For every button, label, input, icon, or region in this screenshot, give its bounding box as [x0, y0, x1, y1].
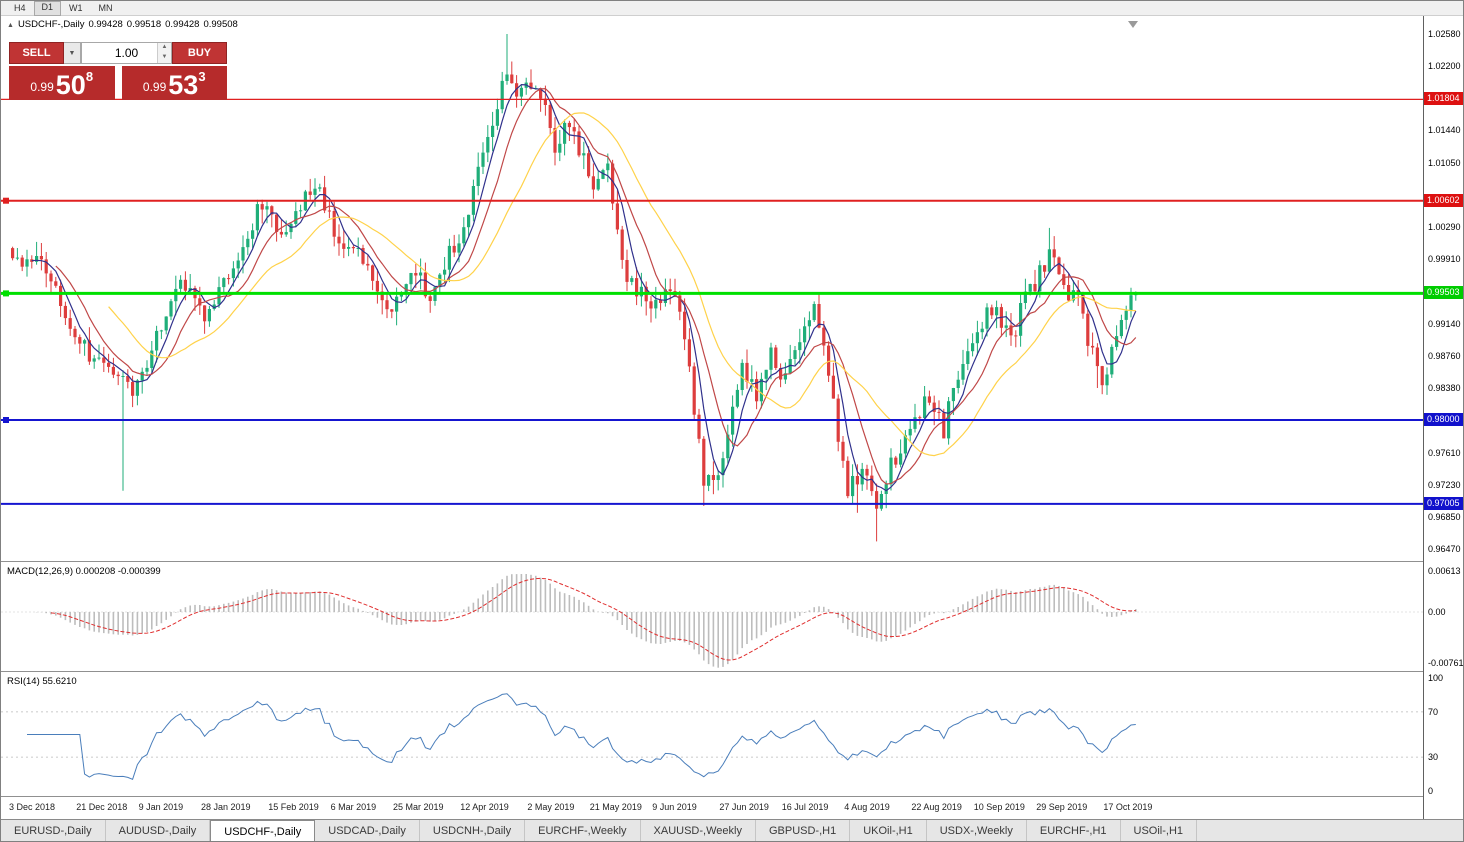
- ohlc-low: 0.99428: [165, 19, 200, 30]
- tab-usoil-h1[interactable]: USOil-,H1: [1121, 820, 1198, 841]
- rsi-tick: 100: [1428, 673, 1444, 683]
- tab-usdcnh-daily[interactable]: USDCNH-,Daily: [420, 820, 526, 841]
- date-tick: 3 Dec 2018: [9, 802, 56, 812]
- sell-price-display[interactable]: 0.99 50 8: [9, 66, 115, 100]
- date-tick: 28 Jan 2019: [201, 802, 251, 812]
- tab-audusd-daily[interactable]: AUDUSD-,Daily: [106, 820, 211, 841]
- sell-price-pip: 8: [85, 69, 94, 84]
- date-tick: 16 Jul 2019: [781, 802, 829, 812]
- macd-label: MACD(12,26,9) 0.000208 -0.000399: [7, 566, 161, 577]
- macd-indicator-panel[interactable]: [1, 563, 1423, 671]
- sell-price-big: 50: [55, 70, 86, 100]
- panel-separator[interactable]: [1, 671, 1463, 672]
- chart-area: ▲ USDCHF-,Daily 0.99428 0.99518 0.99428 0.995…: [1, 16, 1464, 819]
- date-tick: 21 May 2019: [589, 802, 642, 812]
- price-tick: 0.97230: [1428, 479, 1461, 490]
- tab-usdchf-daily[interactable]: USDCHF-,Daily: [210, 820, 316, 841]
- price-tick: 1.01050: [1428, 157, 1461, 168]
- buy-price-big: 53: [168, 70, 199, 100]
- price-tick: 0.99140: [1428, 318, 1461, 329]
- tab-xauusd-weekly[interactable]: XAUUSD-,Weekly: [641, 820, 756, 841]
- price-tick: 1.02580: [1428, 29, 1461, 39]
- price-chart[interactable]: [1, 16, 1423, 561]
- chart-symbol-label: USDCHF-,Daily: [17, 19, 85, 30]
- volume-value: 1.00: [114, 46, 139, 60]
- volume-spinner: ▲ ▼: [157, 43, 171, 63]
- price-tick: 1.02200: [1428, 61, 1461, 72]
- timeframe-button-h4[interactable]: H4: [14, 2, 26, 13]
- price-line-label: 0.97005: [1424, 496, 1463, 510]
- rsi-tick: 70: [1428, 706, 1439, 717]
- macd-tick: 0.00: [1428, 607, 1446, 618]
- date-tick: 27 Jun 2019: [719, 802, 769, 812]
- timeframe-button-w1[interactable]: W1: [69, 2, 83, 13]
- date-tick: 6 Mar 2019: [330, 802, 377, 812]
- date-tick: 4 Aug 2019: [844, 802, 890, 812]
- price-tick: 0.98380: [1428, 383, 1461, 393]
- timeframe-button-d1[interactable]: D1: [33, 1, 62, 16]
- date-tick: 12 Apr 2019: [460, 802, 509, 812]
- tab-eurchf-weekly[interactable]: EURCHF-,Weekly: [525, 820, 641, 841]
- buy-price-display[interactable]: 0.99 53 3: [121, 66, 227, 100]
- price-tick: 1.01440: [1428, 125, 1461, 136]
- date-tick: 21 Dec 2018: [76, 802, 128, 812]
- time-axis[interactable]: 3 Dec 2018 21 Dec 2018 9 Jan 2019 28 Jan 20…: [1, 798, 1423, 819]
- chart-tabs-bar: EURUSD-,Daily AUDUSD-,Daily USDCHF-,Daily U…: [1, 819, 1463, 841]
- date-tick: 10 Sep 2019: [973, 802, 1025, 812]
- buy-price-pip: 3: [198, 69, 206, 84]
- price-line-label: 0.99503: [1424, 286, 1463, 300]
- rsi-label: RSI(14) 55.6210: [7, 676, 77, 687]
- date-tick: 29 Sep 2019: [1036, 802, 1088, 812]
- price-tick: 0.96470: [1428, 544, 1461, 554]
- price-axis[interactable]: 1.02580 1.02200 1.01440 1.01050 1.00290 0.999…: [1423, 16, 1464, 819]
- timeframe-button-mn[interactable]: MN: [98, 2, 113, 13]
- rsi-indicator-panel[interactable]: [1, 673, 1423, 796]
- buy-button[interactable]: BUY: [172, 42, 227, 64]
- tab-gbpusd-h1[interactable]: GBPUSD-,H1: [756, 820, 851, 841]
- volume-input[interactable]: 1.00 ▲ ▼: [81, 42, 172, 64]
- buy-price-prefix: 0.99: [142, 80, 167, 94]
- ohlc-open: 0.99428: [88, 19, 123, 30]
- price-line-label: 1.01804: [1424, 92, 1463, 106]
- date-tick: 25 Mar 2019: [393, 802, 444, 812]
- date-tick: 15 Feb 2019: [268, 802, 319, 812]
- price-tick: 0.98760: [1428, 350, 1461, 361]
- chart-shift-marker: [1128, 21, 1138, 28]
- spin-down-icon[interactable]: ▼: [158, 53, 171, 63]
- price-tick: 0.97610: [1428, 447, 1461, 458]
- price-tick: 0.99910: [1428, 254, 1461, 265]
- sell-button[interactable]: SELL: [9, 42, 64, 64]
- timeframe-toolbar: H4 D1 W1 MN: [1, 1, 1463, 16]
- date-tick: 9 Jan 2019: [138, 802, 184, 812]
- panel-separator[interactable]: [1, 796, 1463, 797]
- ohlc-high: 0.99518: [126, 19, 162, 30]
- tab-eurchf-h1[interactable]: EURCHF-,H1: [1027, 820, 1121, 841]
- date-tick: 22 Aug 2019: [911, 802, 962, 812]
- chart-header: ▲ USDCHF-,Daily 0.99428 0.99518 0.99428 0.995…: [7, 19, 242, 30]
- tab-usdx-weekly[interactable]: USDX-,Weekly: [927, 820, 1027, 841]
- collapse-triangle-icon[interactable]: ▲: [7, 22, 14, 29]
- date-tick: 17 Oct 2019: [1103, 802, 1153, 812]
- macd-tick: 0.00613: [1428, 566, 1461, 576]
- sell-price-prefix: 0.99: [30, 80, 54, 94]
- price-tick: 1.00290: [1428, 222, 1461, 233]
- price-line-label: 1.00602: [1424, 193, 1463, 207]
- one-click-trading-panel: SELL ▼ 1.00 ▲ ▼ BUY 0.99 50 8 0.99 53 3: [9, 42, 227, 100]
- date-tick: 9 Jun 2019: [652, 802, 697, 812]
- macd-tick: -0.00761: [1428, 658, 1464, 668]
- tab-eurusd-daily[interactable]: EURUSD-,Daily: [1, 820, 106, 841]
- order-options-dropdown[interactable]: ▼: [64, 42, 81, 64]
- rsi-tick: 0: [1428, 786, 1434, 796]
- chevron-down-icon: ▼: [68, 49, 76, 57]
- price-line-label: 0.98000: [1424, 413, 1463, 427]
- ohlc-close: 0.99508: [203, 19, 238, 30]
- rsi-tick: 30: [1428, 752, 1439, 763]
- spin-up-icon[interactable]: ▲: [158, 43, 171, 53]
- price-tick: 0.96850: [1428, 511, 1461, 522]
- date-tick: 2 May 2019: [527, 802, 575, 812]
- panel-separator[interactable]: [1, 561, 1463, 562]
- tab-usdcad-daily[interactable]: USDCAD-,Daily: [315, 820, 420, 841]
- tab-ukoil-h1[interactable]: UKOil-,H1: [850, 820, 927, 841]
